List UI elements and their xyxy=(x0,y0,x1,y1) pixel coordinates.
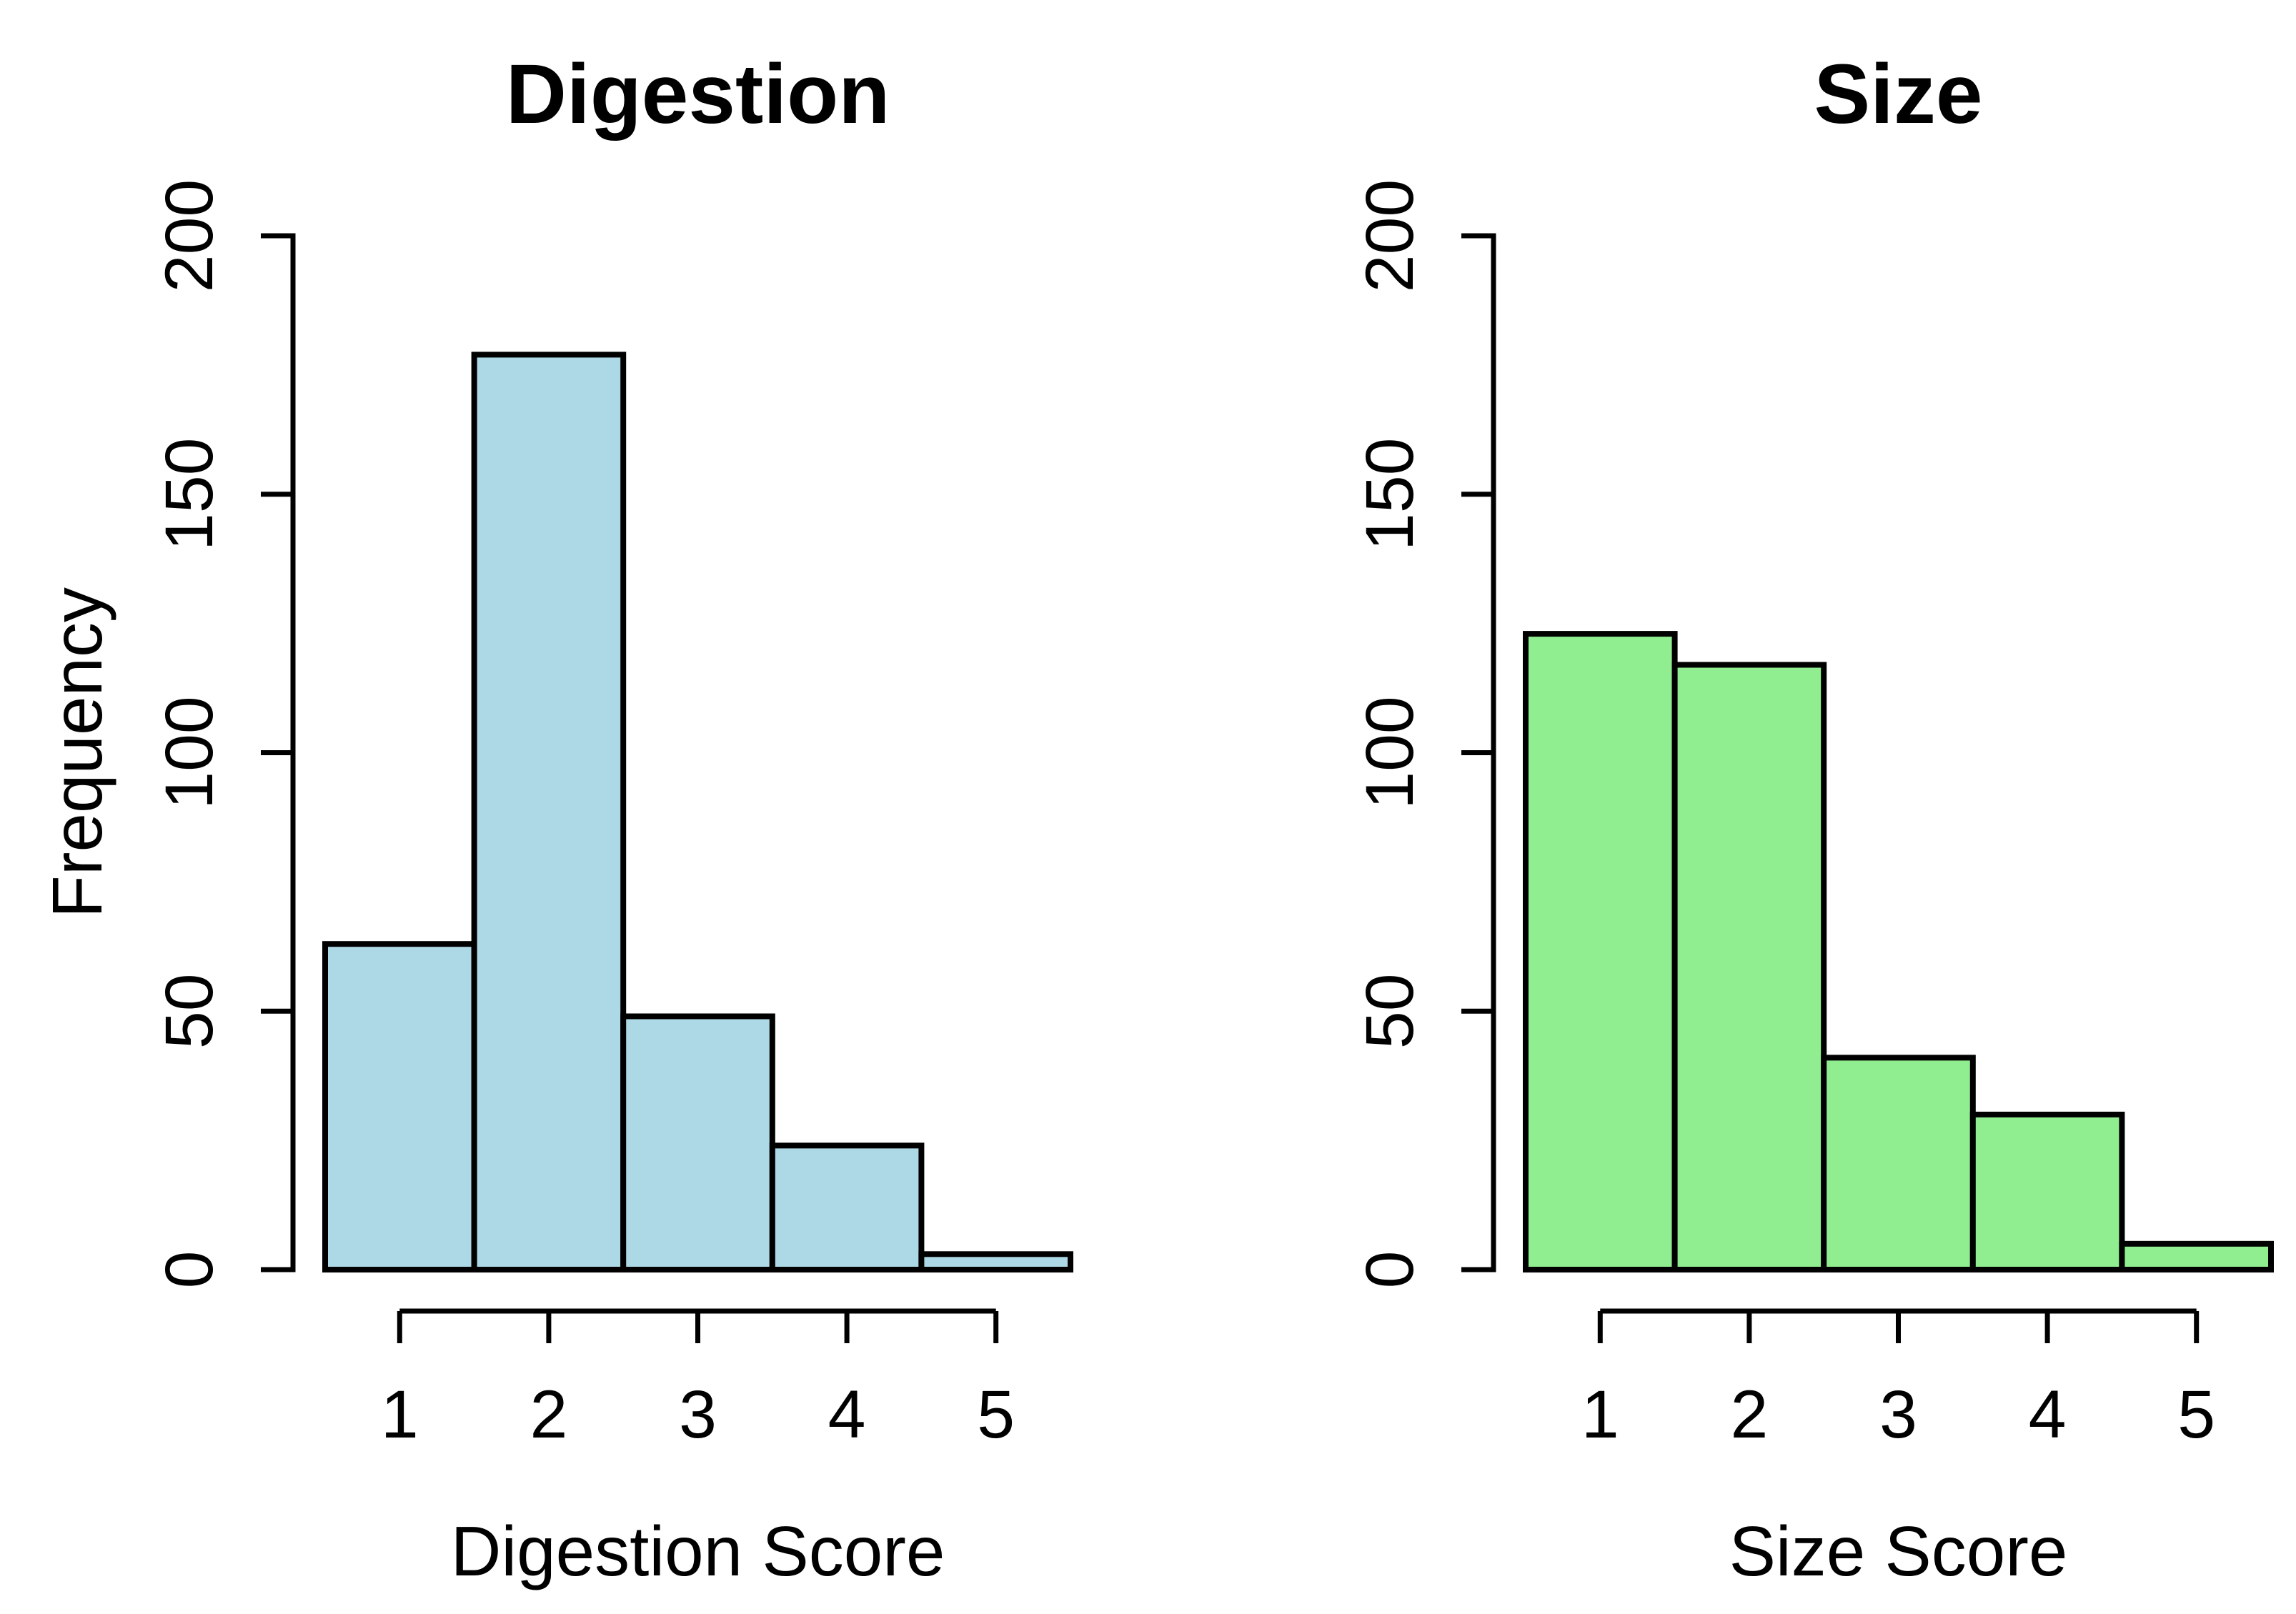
x-tick-label: 5 xyxy=(2177,1377,2215,1453)
x-tick-label: 1 xyxy=(1581,1377,1619,1453)
x-tick-label: 3 xyxy=(679,1377,717,1453)
x-axis-label: Size Score xyxy=(1729,1512,2068,1590)
histogram-bar xyxy=(471,352,627,1272)
x-tick-label: 1 xyxy=(381,1377,419,1453)
y-tick-label: 200 xyxy=(151,179,227,293)
y-tick-label: 0 xyxy=(1352,1251,1428,1289)
y-tick-label: 150 xyxy=(1352,437,1428,551)
histogram-bar xyxy=(769,1142,925,1272)
x-tick-label: 2 xyxy=(1730,1377,1768,1453)
histogram-bar xyxy=(1821,1055,1976,1272)
x-tick-label: 4 xyxy=(828,1377,866,1453)
x-tick-label: 3 xyxy=(1879,1377,1917,1453)
x-tick-label: 2 xyxy=(530,1377,567,1453)
y-tick-label: 200 xyxy=(1352,179,1428,293)
y-tick-label: 100 xyxy=(1352,696,1428,810)
histogram-bar xyxy=(620,1013,775,1272)
chart-title: Size xyxy=(1814,47,1982,141)
histogram-bar xyxy=(1969,1111,2125,1272)
histogram-bar xyxy=(1671,662,1827,1272)
x-tick-label: 5 xyxy=(977,1377,1015,1453)
y-tick-label: 150 xyxy=(151,437,227,551)
y-tick-label: 50 xyxy=(151,973,227,1049)
y-tick-label: 50 xyxy=(1352,973,1428,1049)
x-axis-label: Digestion Score xyxy=(451,1512,945,1590)
histogram-bar xyxy=(918,1251,1074,1273)
histogram-bar xyxy=(2119,1240,2274,1272)
right-histogram: Size 0 50 100 150 200 1 2 3 4 5 Size Score xyxy=(1352,47,2274,1590)
y-tick-label: 0 xyxy=(151,1251,227,1289)
y-tick-label: 100 xyxy=(151,696,227,810)
x-tick-label: 4 xyxy=(2029,1377,2067,1453)
histogram-bar xyxy=(1523,631,1678,1272)
left-histogram: Digestion 0 50 100 150 200 Frequency 1 2 3 4 5 Diges… xyxy=(38,47,1074,1590)
chart-title: Digestion xyxy=(506,47,890,141)
histogram-bar xyxy=(322,941,477,1272)
y-axis-label: Frequency xyxy=(38,587,116,918)
